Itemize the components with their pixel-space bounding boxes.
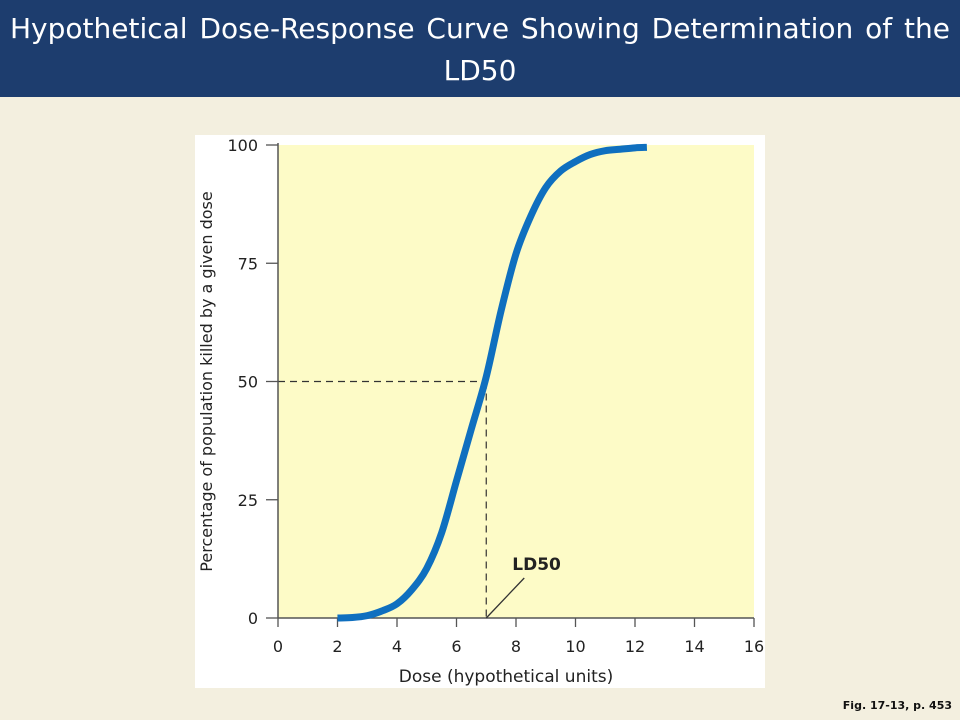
reference-lines: [278, 380, 487, 618]
x-tick-label: 6: [451, 637, 461, 656]
figure-reference: Fig. 17-13, p. 453: [842, 699, 952, 712]
ld50-leader-line: [485, 577, 525, 619]
y-axis-label: Percentage of population killed by a giv…: [197, 191, 216, 571]
x-tick-label: 0: [273, 637, 283, 656]
x-tick-label: 16: [744, 637, 764, 656]
x-tick-label: 2: [332, 637, 342, 656]
plot-area: [278, 145, 754, 618]
x-tick-label: 12: [625, 637, 645, 656]
y-tick-label: 75: [238, 254, 258, 273]
x-tick-label: 4: [392, 637, 402, 656]
x-tick-label: 8: [511, 637, 521, 656]
y-tick-label: 50: [238, 373, 258, 392]
annotations: LD50: [485, 555, 561, 619]
y-tick-label: 0: [248, 609, 258, 628]
ld50-label: LD50: [512, 555, 561, 575]
dose-response-chart: 0 2 4 6 8 10 12 14 16 0 25 50 75 100 LD50 Dose (hypot…: [197, 136, 764, 687]
y-tick-label: 100: [227, 136, 258, 155]
x-axis-label: Dose (hypothetical units): [399, 667, 613, 687]
dose-response-curve: [337, 143, 648, 622]
series-group: [337, 143, 648, 622]
figure-panel: 0 2 4 6 8 10 12 14 16 0 25 50 75 100 LD50 Dose (hypot…: [195, 135, 765, 688]
slide-title: Hypothetical Dose-Response Curve Showing…: [10, 12, 950, 87]
x-tick-label: 14: [684, 637, 704, 656]
y-tick-label: 25: [238, 491, 258, 510]
x-tick-label: 10: [565, 637, 585, 656]
title-bar: Hypothetical Dose-Response Curve Showing…: [0, 0, 960, 97]
